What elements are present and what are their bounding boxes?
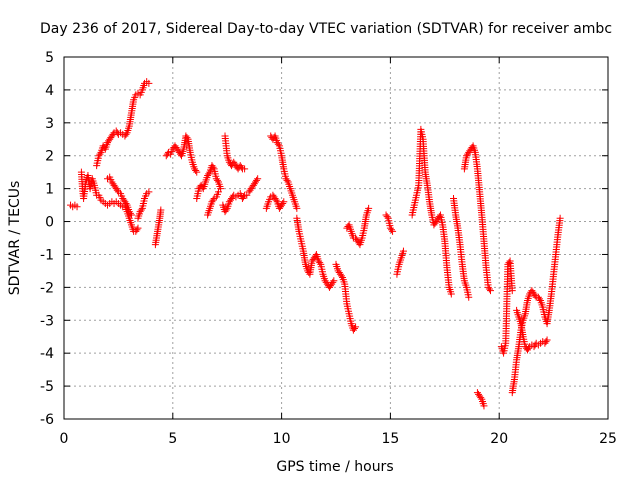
data-point-marker: [113, 186, 121, 194]
x-tick-label: 15: [381, 431, 399, 447]
data-point-marker: [137, 206, 145, 214]
data-point-marker: [193, 168, 201, 176]
data-point-marker: [205, 170, 213, 178]
data-point-marker: [280, 198, 288, 206]
data-point-marker: [465, 293, 473, 301]
data-point-marker: [480, 402, 488, 410]
y-tick-label: -6: [40, 412, 54, 428]
data-point-marker: [337, 272, 345, 280]
data-point-marker: [96, 150, 104, 158]
data-point-marker: [157, 206, 165, 214]
data-point-marker: [508, 287, 516, 295]
y-tick-label: 1: [45, 182, 54, 198]
data-point-marker: [214, 188, 222, 196]
data-point-marker: [254, 175, 262, 183]
data-point-marker: [447, 290, 455, 298]
data-points: [67, 78, 564, 410]
y-tick-label: 4: [45, 83, 54, 99]
data-point-marker: [542, 338, 550, 346]
data-point-marker: [145, 79, 153, 87]
y-tick-label: 0: [45, 215, 54, 231]
data-point-marker: [209, 163, 217, 171]
data-point-marker: [486, 287, 494, 295]
x-tick-label: 0: [60, 431, 69, 447]
y-tick-label: -1: [40, 247, 54, 263]
data-point-marker: [241, 165, 249, 173]
data-point-marker: [329, 278, 337, 286]
data-point-marker: [122, 199, 130, 207]
x-tick-label: 5: [168, 431, 177, 447]
data-point-marker: [330, 277, 338, 285]
data-point-marker: [477, 394, 485, 402]
y-axis-label: SDTVAR / TECUs: [7, 181, 23, 296]
data-point-marker: [525, 344, 533, 352]
data-point-marker: [283, 176, 291, 184]
y-tick-label: -3: [40, 313, 54, 329]
data-point-marker: [272, 196, 280, 204]
data-point-marker: [531, 292, 539, 300]
data-point-marker: [240, 193, 248, 201]
data-point-marker: [279, 199, 287, 207]
data-point-marker: [316, 259, 324, 267]
data-point-marker: [237, 163, 245, 171]
plot-frame: [63, 56, 609, 420]
y-tick-label: 2: [45, 149, 54, 165]
data-point-marker: [213, 176, 221, 184]
data-point-marker: [293, 204, 301, 212]
y-tick-label: 3: [45, 116, 54, 132]
axis-ticks: 0 5 10 15 20 25 -6 -5 -4 -3 -2 -1 0 1 2 3 4 5: [40, 50, 617, 447]
data-point-marker: [209, 196, 217, 204]
data-point-marker: [127, 211, 135, 219]
data-point-marker: [399, 247, 407, 255]
y-tick-label: -4: [40, 346, 54, 362]
data-point-marker: [145, 188, 153, 196]
data-point-marker: [389, 227, 397, 235]
x-tick-label: 10: [273, 431, 291, 447]
x-axis-label: GPS time / hours: [276, 459, 393, 475]
data-point-marker: [133, 226, 141, 234]
data-point-marker: [253, 176, 261, 184]
data-point-marker: [73, 203, 81, 211]
data-point-marker: [122, 130, 130, 138]
data-point-marker: [192, 167, 200, 175]
chart-title: Day 236 of 2017, Sidereal Day-to-day VTE…: [40, 21, 612, 37]
y-tick-label: -5: [40, 379, 54, 395]
data-point-marker: [183, 134, 191, 142]
data-point-marker: [543, 336, 551, 344]
data-point-marker: [126, 209, 134, 217]
data-point-marker: [556, 214, 564, 222]
data-point-marker: [505, 259, 513, 267]
x-tick-label: 25: [599, 431, 617, 447]
y-tick-label: -2: [40, 280, 54, 296]
data-point-marker: [350, 325, 358, 332]
data-point-marker: [352, 323, 360, 331]
data-point-marker: [274, 140, 282, 148]
grid-lines: [64, 57, 608, 419]
data-point-marker: [222, 206, 230, 214]
data-point-marker: [535, 295, 543, 303]
x-tick-label: 20: [490, 431, 508, 447]
data-point-marker: [387, 226, 395, 234]
data-point-marker: [383, 213, 391, 221]
y-tick-label: 5: [45, 50, 54, 66]
data-point-marker: [365, 204, 373, 212]
data-point-marker: [485, 285, 493, 293]
data-point-marker: [134, 224, 142, 232]
